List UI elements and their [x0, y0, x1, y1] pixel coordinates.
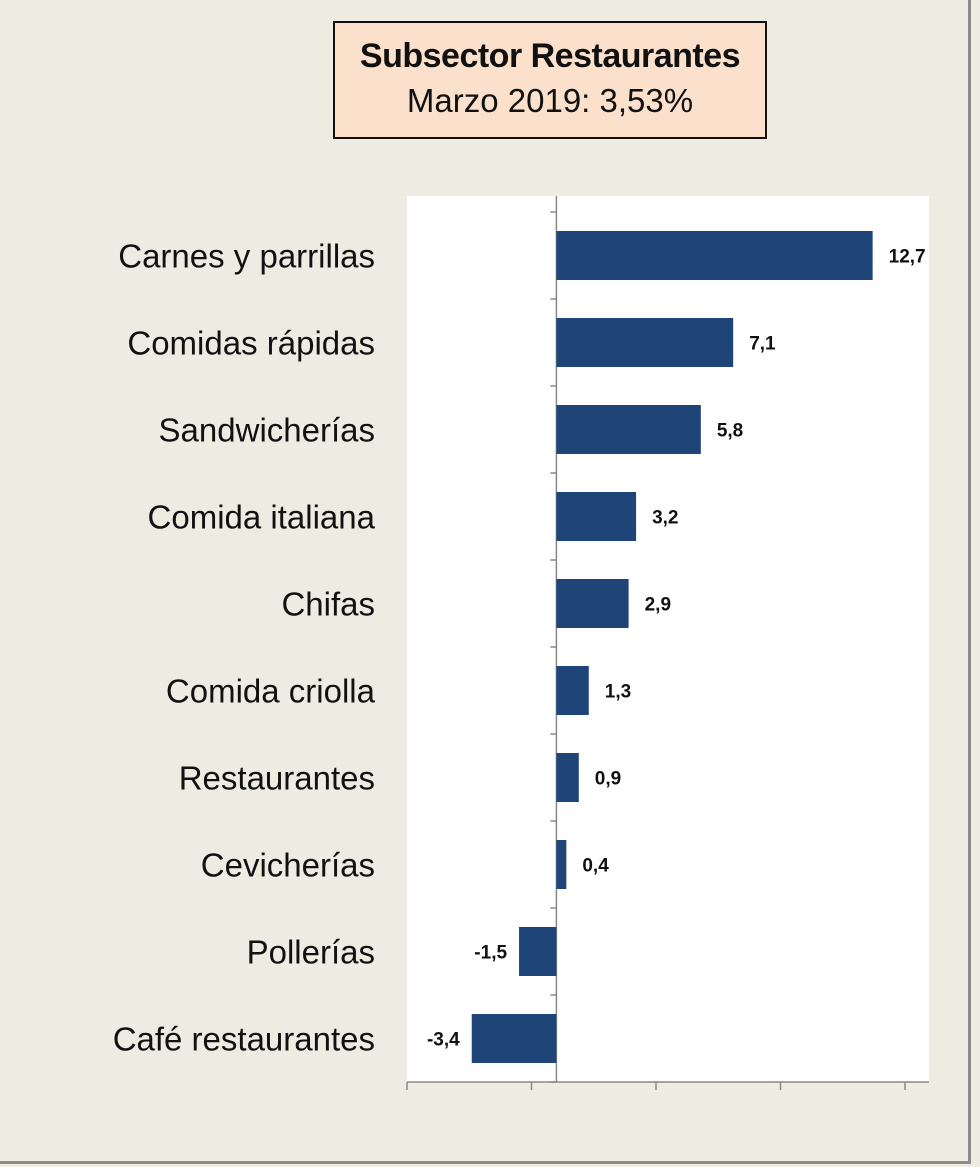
category-label: Comidas rápidas — [127, 325, 375, 362]
data-label: 7,1 — [749, 334, 776, 355]
data-label: 1,3 — [605, 682, 631, 703]
category-label: Pollerías — [247, 934, 375, 971]
data-label: 12,7 — [889, 247, 926, 268]
data-label: -3,4 — [427, 1030, 460, 1051]
bar — [556, 753, 579, 802]
chart-title: Subsector Restaurantes — [359, 37, 741, 75]
bar — [556, 318, 734, 367]
data-label: 2,9 — [645, 595, 671, 616]
bar — [556, 231, 873, 280]
bar — [556, 840, 567, 889]
category-label: Carnes y parrillas — [118, 238, 375, 275]
category-label: Comida italiana — [148, 499, 376, 536]
category-label: Restaurantes — [179, 760, 375, 797]
data-label: 0,9 — [595, 769, 621, 790]
category-label: Café restaurantes — [113, 1021, 375, 1058]
chart-title-box: Subsector Restaurantes Marzo 2019: 3,53% — [333, 21, 767, 139]
bar — [556, 579, 629, 628]
data-label: 3,2 — [652, 508, 678, 529]
bar — [556, 405, 701, 454]
bar — [519, 927, 557, 976]
chart-subtitle: Marzo 2019: 3,53% — [406, 82, 694, 119]
data-label: 5,8 — [717, 421, 743, 442]
data-label: 0,4 — [582, 856, 609, 877]
bar — [556, 492, 637, 541]
category-label: Sandwicherías — [159, 412, 375, 449]
data-label: -1,5 — [474, 943, 507, 964]
bar — [556, 666, 589, 715]
category-label: Cevicherías — [201, 847, 375, 884]
bar — [471, 1014, 557, 1063]
category-label: Chifas — [281, 586, 375, 623]
category-label: Comida criolla — [166, 673, 376, 710]
